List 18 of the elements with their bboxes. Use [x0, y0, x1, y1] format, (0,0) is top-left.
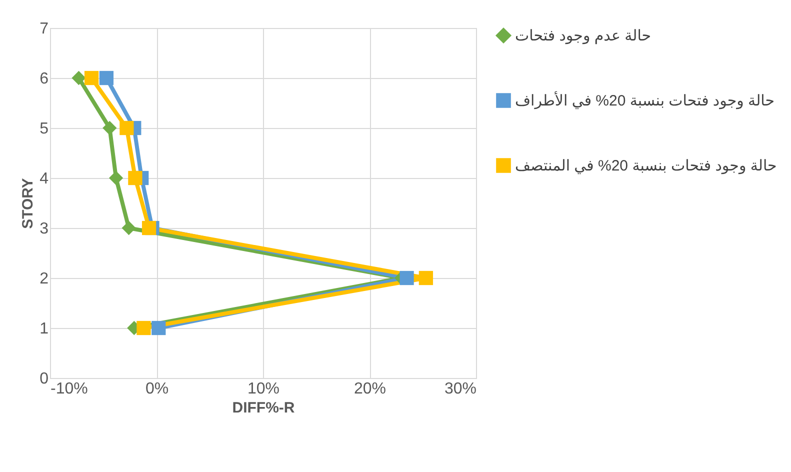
legend-label: حالة وجود فتحات بنسبة 20% في المنتصف — [515, 158, 777, 174]
y-tick-label: 5 — [40, 120, 49, 138]
x-tick-label: 30% — [444, 380, 476, 398]
x-axis-title: DIFF%-R — [232, 400, 295, 416]
x-tick-label: 20% — [354, 380, 386, 398]
x-tick-label: 10% — [247, 380, 280, 398]
x-tick-label: 0% — [145, 380, 169, 398]
x-tick-label: -10% — [50, 380, 88, 398]
y-tick-label: 0 — [40, 370, 49, 388]
y-tick-label: 4 — [40, 170, 49, 188]
legend-label: حالة وجود فتحات بنسبة 20% في الأطراف — [515, 90, 774, 110]
y-tick-label: 6 — [40, 70, 49, 88]
y-tick-label: 1 — [40, 320, 49, 338]
y-tick-label: 2 — [40, 270, 49, 288]
y-tick-label: 7 — [40, 20, 49, 38]
y-axis-title: STORY — [20, 178, 37, 229]
legend-label: حالة عدم وجود فتحات — [515, 28, 652, 44]
y-tick-label: 3 — [40, 220, 49, 238]
